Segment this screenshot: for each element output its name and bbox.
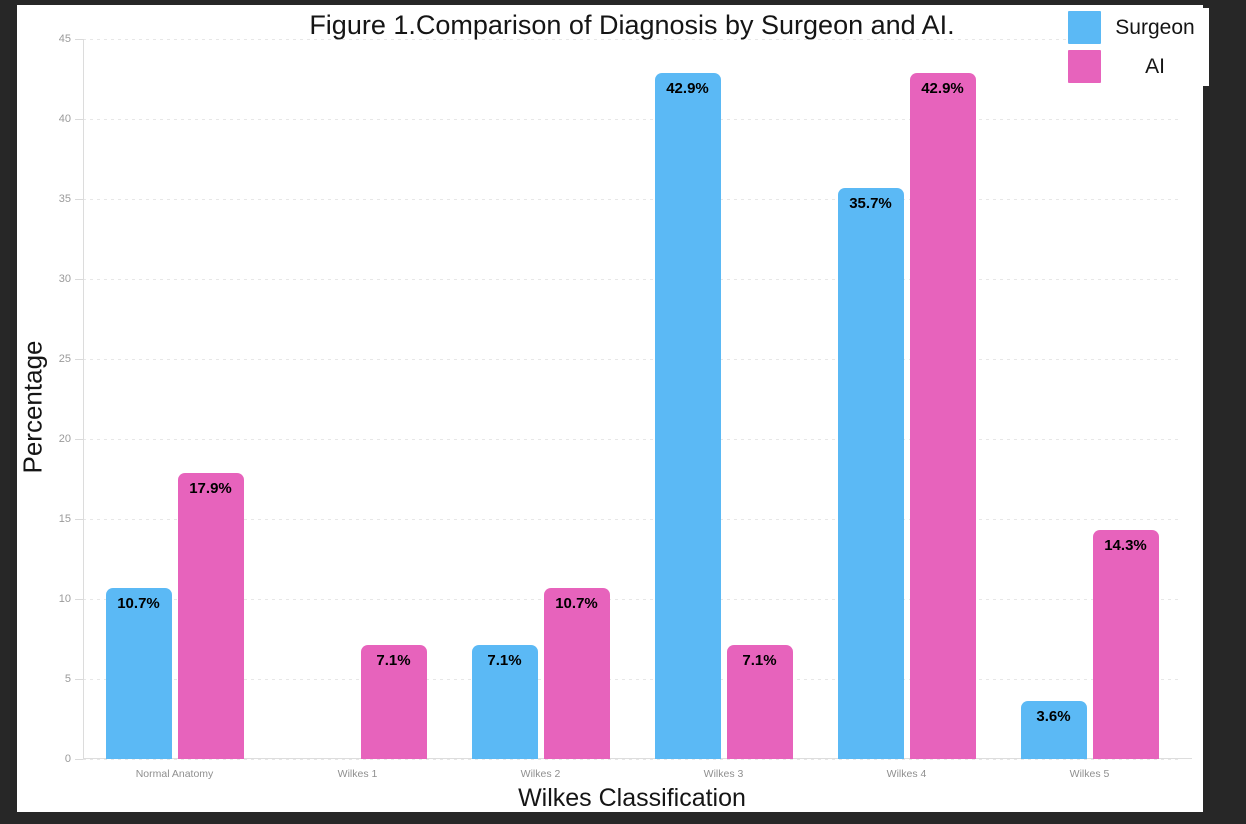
- y-tick-label: 25: [58, 353, 71, 365]
- legend-item-surgeon: Surgeon: [1068, 8, 1209, 47]
- gridline: [83, 199, 1181, 200]
- bar-group-wilkes-5: 3.6% 14.3%: [998, 39, 1181, 759]
- legend: Surgeon AI: [1068, 8, 1209, 86]
- legend-label-ai: AI: [1145, 54, 1165, 78]
- bar-value-label: 42.9%: [921, 79, 964, 97]
- gridline: [83, 519, 1181, 520]
- gridline: [83, 439, 1181, 440]
- gridline: [83, 119, 1181, 120]
- bar-ai-wilkes-5: 14.3%: [1092, 530, 1159, 759]
- x-tick-label-wilkes-4: Wilkes 4: [886, 768, 927, 780]
- bar-surgeon-wilkes-3: 42.9%: [654, 72, 721, 759]
- y-tick-mark: [75, 359, 83, 360]
- y-tick-mark: [75, 279, 83, 280]
- y-tick-label: 15: [58, 513, 71, 525]
- x-tick-label-wilkes-3: Wilkes 3: [703, 768, 744, 780]
- gridline: [83, 39, 1181, 40]
- bar-group-wilkes-1: 7.1%: [266, 39, 449, 759]
- x-axis-title: Wilkes Classification: [518, 784, 746, 812]
- legend-label-surgeon: Surgeon: [1115, 15, 1195, 39]
- y-tick-mark: [75, 679, 83, 680]
- bar-surgeon-wilkes-5: 3.6%: [1020, 701, 1087, 759]
- bar-value-label: 42.9%: [666, 79, 709, 97]
- bar-value-label: 3.6%: [1036, 708, 1071, 726]
- bar-ai-wilkes-4: 42.9%: [909, 72, 976, 759]
- legend-swatch-surgeon-icon: [1068, 11, 1101, 44]
- y-axis-line: [83, 39, 84, 759]
- bar-ai-wilkes-3: 7.1%: [726, 645, 793, 759]
- y-tick-label: 0: [64, 753, 71, 765]
- x-tick-label-wilkes-5: Wilkes 5: [1069, 768, 1110, 780]
- bar-group-wilkes-4: 35.7% 42.9%: [815, 39, 998, 759]
- x-axis-line: [83, 758, 1192, 759]
- chart-title: Figure 1.Comparison of Diagnosis by Surg…: [309, 10, 955, 40]
- y-tick-label: 30: [58, 273, 71, 285]
- bar-value-label: 7.1%: [487, 652, 522, 670]
- gridline: [83, 759, 1181, 760]
- bar-ai-wilkes-1: 7.1%: [360, 645, 427, 759]
- bar-value-label: 10.7%: [555, 594, 598, 612]
- bar-value-label: 10.7%: [117, 594, 160, 612]
- legend-item-ai: AI: [1068, 47, 1209, 86]
- bar-value-label: 35.7%: [849, 194, 892, 212]
- bar-value-label: 7.1%: [376, 652, 411, 670]
- bar-group-normal-anatomy: 10.7% 17.9%: [83, 39, 266, 759]
- gridline: [83, 279, 1181, 280]
- y-tick-mark: [75, 599, 83, 600]
- gridline: [83, 359, 1181, 360]
- bar-value-label: 7.1%: [742, 652, 777, 670]
- bar-value-label: 17.9%: [189, 479, 232, 497]
- y-tick-mark: [75, 199, 83, 200]
- plot-area: 0 5 10 15 20 25 30 35 40 45 10.7% 17.9% Normal Anato…: [59, 33, 1192, 780]
- bar-surgeon-wilkes-4: 35.7%: [837, 187, 904, 759]
- bar-surgeon-normal-anatomy: 10.7%: [105, 587, 172, 759]
- gridline: [83, 679, 1181, 680]
- y-tick-label: 35: [58, 193, 71, 205]
- gridline: [83, 599, 1181, 600]
- legend-swatch-ai-icon: [1068, 50, 1101, 83]
- y-tick-mark: [75, 519, 83, 520]
- bar-group-wilkes-2: 7.1% 10.7%: [449, 39, 632, 759]
- y-tick-label: 10: [58, 593, 71, 605]
- y-tick-mark: [75, 439, 83, 440]
- bar-surgeon-wilkes-1: [289, 752, 355, 759]
- x-tick-label-normal-anatomy: Normal Anatomy: [135, 768, 214, 780]
- y-tick-label: 5: [64, 673, 71, 685]
- bar-surgeon-wilkes-2: 7.1%: [471, 645, 538, 759]
- y-tick-label: 40: [58, 113, 71, 125]
- y-tick-label: 20: [58, 433, 71, 445]
- bar-value-label: 14.3%: [1104, 537, 1147, 555]
- y-tick-label: 45: [58, 33, 71, 45]
- bar-group-wilkes-3: 42.9% 7.1%: [632, 39, 815, 759]
- bar-ai-wilkes-2: 10.7%: [543, 587, 610, 759]
- y-tick-mark: [75, 119, 83, 120]
- x-tick-label-wilkes-2: Wilkes 2: [520, 768, 561, 780]
- bar-ai-normal-anatomy: 17.9%: [177, 472, 244, 759]
- y-tick-mark: [75, 759, 83, 760]
- figure-canvas: Figure 1.Comparison of Diagnosis by Surg…: [17, 5, 1209, 812]
- x-tick-label-wilkes-1: Wilkes 1: [337, 768, 378, 780]
- y-tick-mark: [75, 39, 83, 40]
